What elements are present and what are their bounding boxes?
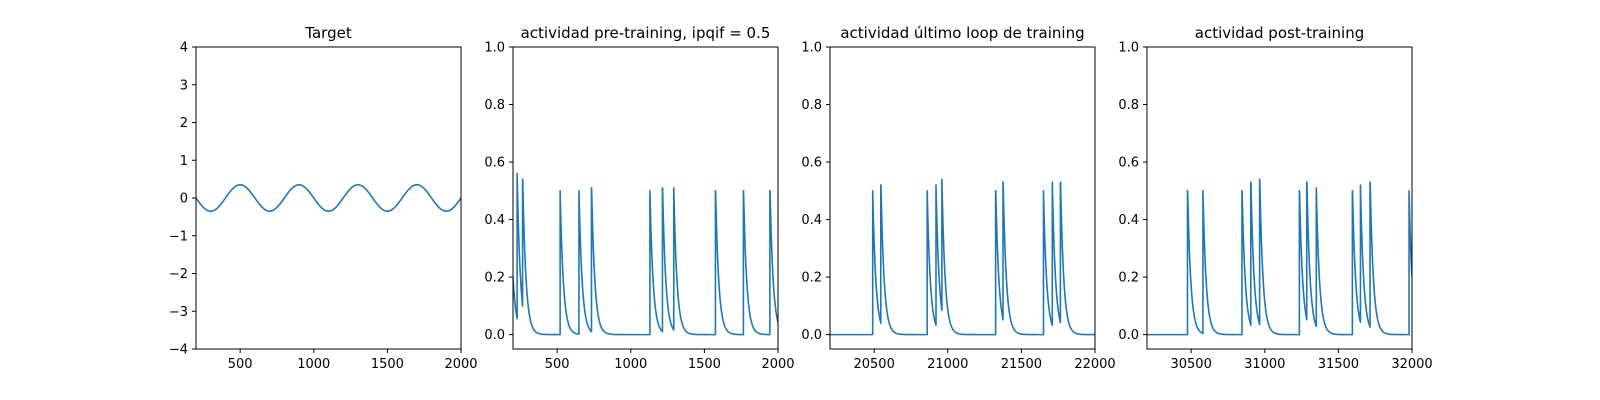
y-tick-label: 0.8: [801, 98, 822, 113]
x-tick-label: 500: [545, 357, 570, 372]
y-tick-label: 1: [180, 154, 188, 169]
x-tick-label: 1000: [614, 357, 647, 372]
y-tick-label: 0.6: [801, 156, 822, 171]
last-training-loop-subplot: actividad último loop de training 20500 2…: [801, 24, 1115, 372]
axes-frame: [829, 46, 1096, 350]
y-tick-label: 2: [180, 116, 188, 131]
series-line: [513, 172, 778, 336]
y-tick-label: 1.0: [484, 41, 505, 56]
series-line: [196, 183, 461, 213]
x-tick-label: 2000: [444, 357, 477, 372]
target-subplot: Target 500 1000 1500 2000 −4 −3 −2 −1 0 1 2 3 4: [169, 24, 478, 372]
y-tick-label: −3: [169, 305, 188, 320]
x-tick-label: 21000: [927, 357, 968, 372]
y-tick-label: 0.2: [484, 271, 505, 286]
y-tick-label: 0.0: [484, 328, 505, 343]
pre-training-subplot: actividad pre-training, ipqif = 0.5 500 1…: [484, 24, 794, 372]
x-tick-label: 30500: [1170, 357, 1211, 372]
y-tick-label: −4: [169, 343, 188, 358]
y-tick-label: 0.4: [1118, 213, 1139, 228]
y-tick-label: −2: [169, 267, 188, 282]
y-tick-label: 0.6: [484, 156, 505, 171]
subplot-title: Target: [304, 24, 352, 42]
post-training-subplot: actividad post-training 30500 31000 31500 3…: [1118, 24, 1432, 372]
y-tick-label: 0.6: [1118, 156, 1139, 171]
x-tick-label: 1500: [688, 357, 721, 372]
y-tick-label: 4: [180, 41, 188, 56]
x-tick-label: 31500: [1318, 357, 1359, 372]
series-line: [830, 178, 1095, 336]
x-tick-label: 1500: [371, 357, 404, 372]
axes-frame: [512, 46, 779, 350]
subplot-title: actividad último loop de training: [840, 24, 1084, 42]
y-tick-label: 0.4: [801, 213, 822, 228]
y-tick-label: −1: [169, 229, 188, 244]
y-tick-label: 1.0: [1118, 41, 1139, 56]
y-tick-label: 0.8: [1118, 98, 1139, 113]
y-tick-label: 0.2: [801, 271, 822, 286]
subplot-title: actividad pre-training, ipqif = 0.5: [521, 24, 771, 42]
x-tick-label: 20500: [853, 357, 894, 372]
y-tick-label: 1.0: [801, 41, 822, 56]
series-line: [1147, 178, 1412, 336]
x-tick-label: 2000: [761, 357, 794, 372]
x-tick-label: 1000: [297, 357, 330, 372]
x-tick-label: 31000: [1244, 357, 1285, 372]
y-tick-label: 0.0: [1118, 328, 1139, 343]
axes-frame: [1146, 46, 1413, 350]
subplot-title: actividad post-training: [1195, 24, 1364, 42]
y-tick-label: 0.8: [484, 98, 505, 113]
x-tick-label: 32000: [1391, 357, 1432, 372]
axes-frame: [195, 46, 462, 350]
x-tick-label: 22000: [1074, 357, 1115, 372]
y-tick-label: 0.0: [801, 328, 822, 343]
x-tick-label: 500: [228, 357, 253, 372]
y-tick-label: 0.4: [484, 213, 505, 228]
y-tick-label: 0.2: [1118, 271, 1139, 286]
y-tick-label: 3: [180, 78, 188, 93]
y-tick-label: 0: [180, 192, 188, 207]
x-tick-label: 21500: [1001, 357, 1042, 372]
